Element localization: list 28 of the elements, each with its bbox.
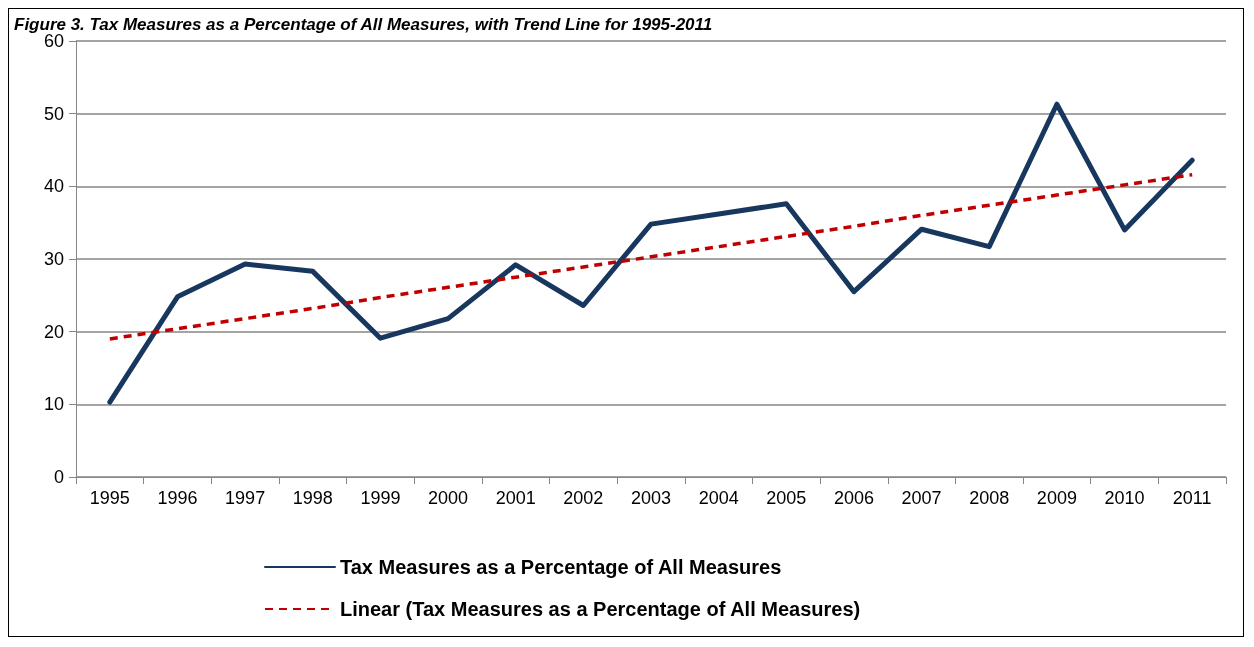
legend-label: Linear (Tax Measures as a Percentage of All Measures) (340, 598, 861, 620)
x-tick-label: 2006 (833, 488, 874, 508)
x-tick-label: 1996 (157, 488, 198, 508)
y-tick-label: 30 (43, 249, 64, 269)
x-tick-label: 2002 (563, 488, 604, 508)
x-tick-label: 2011 (1172, 488, 1212, 508)
line-series (108, 172, 1194, 341)
chart-title: Figure 3. Tax Measures as a Percentage of All Measures, with Trend Line for 1995-2011 (14, 15, 713, 34)
y-tick-label: 0 (53, 467, 64, 487)
y-tick-label: 60 (43, 31, 64, 51)
x-tick-label: 2010 (1104, 488, 1145, 508)
x-tick-label: 2007 (901, 488, 942, 508)
x-tick-label: 2001 (495, 488, 536, 508)
x-tick-label: 1995 (89, 488, 130, 508)
x-tick-label: 2008 (969, 488, 1010, 508)
y-tick-label: 40 (43, 176, 64, 197)
x-tick-label: 1997 (225, 488, 266, 508)
x-tick-label: 1999 (360, 488, 401, 508)
x-tick-label: 2005 (766, 488, 807, 508)
x-tick-label: 2009 (1036, 488, 1077, 508)
y-tick-label: 10 (43, 394, 64, 415)
x-tick-label: 2004 (698, 488, 739, 508)
y-tick-label: 20 (43, 321, 64, 342)
y-tick-label: 50 (43, 103, 64, 124)
x-tick-label: 2000 (428, 488, 469, 508)
x-tick-label: 2003 (630, 488, 672, 508)
x-tick-label: 1998 (292, 488, 333, 508)
legend-label: Tax Measures as a Percentage of All Measures (340, 556, 782, 578)
